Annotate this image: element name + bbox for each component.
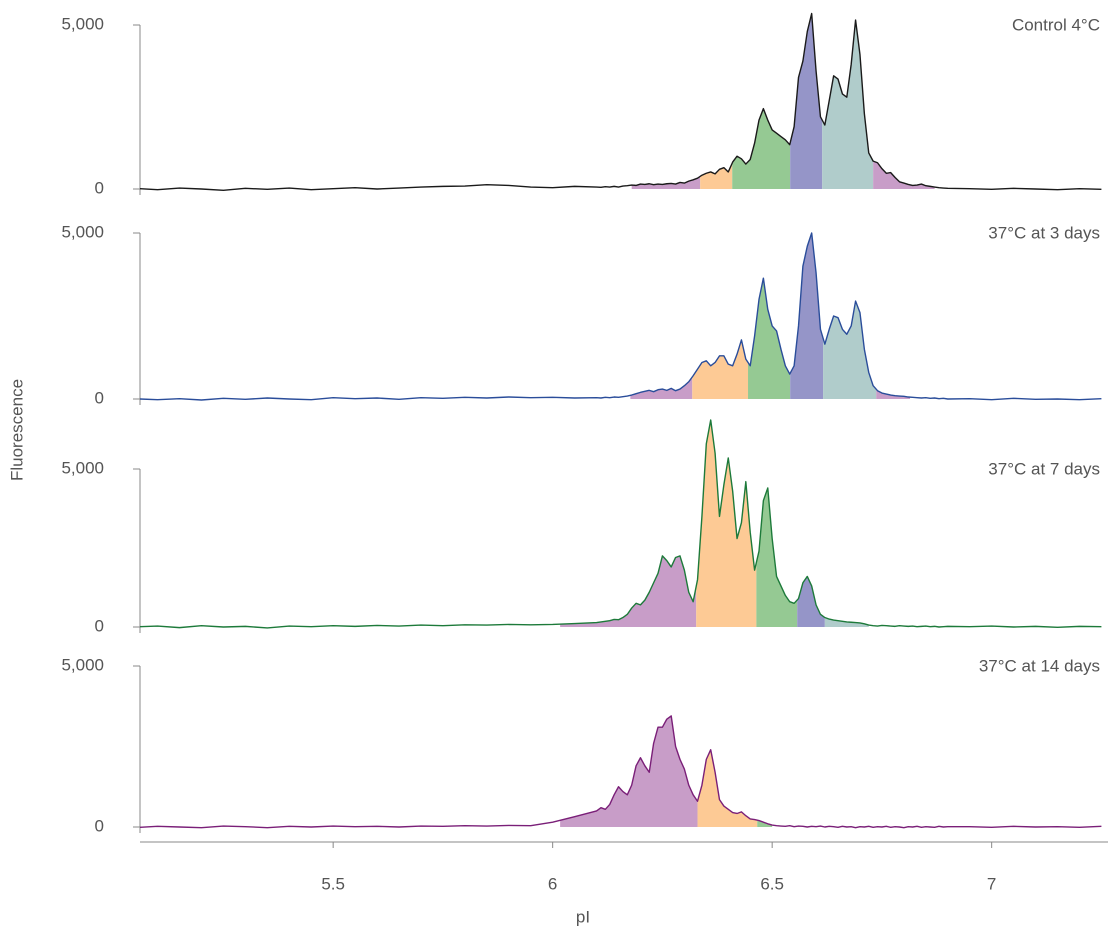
x-tick-label: 5.5 xyxy=(321,874,345,893)
panel-title: 37°C at 14 days xyxy=(979,656,1100,675)
y-tick-label: 0 xyxy=(95,178,104,197)
y-tick-label: 5,000 xyxy=(61,222,104,241)
y-tick-label: 5,000 xyxy=(61,14,104,33)
x-tick-label: 6 xyxy=(548,874,557,893)
y-tick-label: 0 xyxy=(95,816,104,835)
trace-line xyxy=(139,12,1102,192)
x-tick-label: 6.5 xyxy=(760,874,784,893)
panel-title: 37°C at 3 days xyxy=(988,223,1100,242)
panel-title: 37°C at 7 days xyxy=(988,459,1100,478)
y-axis-label: Fluorescence xyxy=(7,379,26,481)
y-tick-label: 0 xyxy=(95,616,104,635)
shaded-region xyxy=(873,161,935,189)
x-tick-label: 7 xyxy=(987,874,996,893)
shaded-region xyxy=(797,576,825,627)
shaded-region xyxy=(630,376,693,399)
x-axis-label: pI xyxy=(576,907,590,926)
shaded-region xyxy=(700,163,733,189)
shaded-region xyxy=(560,555,697,627)
shaded-region xyxy=(697,749,758,827)
y-tick-label: 5,000 xyxy=(61,655,104,674)
shaded-region xyxy=(822,20,874,189)
shaded-region xyxy=(692,339,749,399)
shaded-region xyxy=(823,301,877,399)
shaded-region xyxy=(560,715,698,827)
shaded-region xyxy=(876,389,911,399)
shaded-region xyxy=(696,420,757,627)
trace-line xyxy=(139,232,1102,401)
trace-line xyxy=(139,419,1102,629)
shaded-region xyxy=(790,13,823,189)
shaded-region xyxy=(756,487,798,627)
shaded-region xyxy=(732,108,791,189)
trace-line xyxy=(139,715,1102,829)
shaded-region xyxy=(790,233,824,399)
y-tick-label: 0 xyxy=(95,388,104,407)
y-tick-label: 5,000 xyxy=(61,458,104,477)
panel-title: Control 4°C xyxy=(1012,15,1100,34)
shaded-region xyxy=(631,176,701,189)
shaded-region xyxy=(824,617,869,627)
shaded-region xyxy=(748,278,791,399)
